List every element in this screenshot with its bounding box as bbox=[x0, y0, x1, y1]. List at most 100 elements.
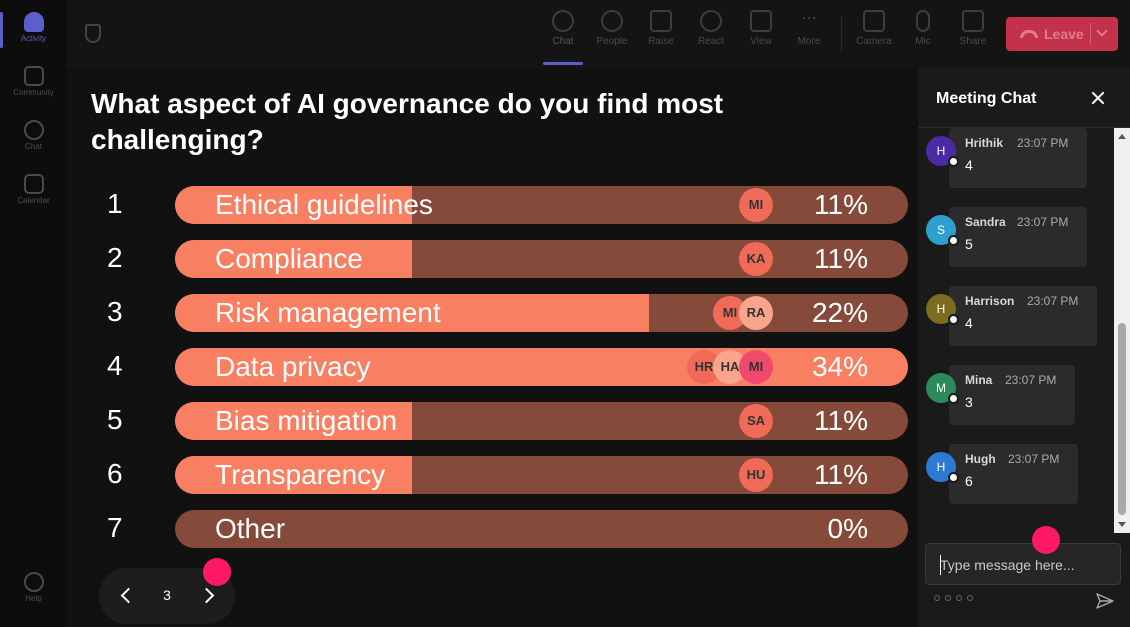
message-text: 5 bbox=[965, 236, 973, 252]
rail-item-label: Calendar bbox=[17, 196, 50, 205]
chat-title: Meeting Chat bbox=[936, 90, 1037, 107]
option-percent: 22% bbox=[811, 297, 868, 328]
toolbar-mic-button[interactable]: Mic bbox=[901, 10, 945, 47]
gif-icon[interactable] bbox=[967, 595, 973, 601]
smile-icon bbox=[700, 10, 722, 32]
app-rail: Activity Community Chat Calendar Help bbox=[0, 0, 67, 627]
chat-bubble-icon bbox=[23, 120, 44, 140]
presence-status-icon bbox=[948, 472, 959, 483]
option-number: 4 bbox=[107, 350, 123, 381]
message-time: 23:07 PM bbox=[1017, 136, 1069, 150]
option-bar-fill bbox=[175, 348, 908, 386]
presence-status-icon bbox=[948, 235, 959, 246]
text-caret bbox=[940, 555, 941, 575]
message-bubble: Hugh 23:07 PM 6 bbox=[949, 444, 1078, 504]
option-label: Risk management bbox=[215, 297, 441, 328]
option-bar: Compliance KA 11% bbox=[175, 240, 908, 278]
rail-item-activity[interactable]: Activity bbox=[4, 12, 63, 43]
attach-icon[interactable] bbox=[945, 595, 951, 601]
toolbar-chat-button[interactable]: Chat bbox=[541, 10, 585, 47]
option-number: 7 bbox=[107, 512, 123, 543]
rail-item-chat[interactable]: Chat bbox=[4, 120, 63, 151]
rail-item-help[interactable]: Help bbox=[4, 572, 63, 603]
sender-name: Harrison bbox=[965, 294, 1015, 308]
message-bubble: Mina 23:07 PM 3 bbox=[949, 365, 1075, 425]
option-label: Transparency bbox=[215, 459, 386, 490]
chat-message-list[interactable]: Hrithik 23:07 PM 4 H Sandra 23:07 PM 5 S… bbox=[918, 128, 1114, 533]
rail-item-calendar[interactable]: Calendar bbox=[4, 174, 63, 205]
toolbar-more-button[interactable]: ⋯ More bbox=[787, 10, 831, 47]
message-bubble: Harrison 23:07 PM 4 bbox=[949, 286, 1097, 346]
hand-icon bbox=[650, 10, 672, 32]
format-icon[interactable] bbox=[934, 595, 940, 601]
voter-avatar: MI bbox=[739, 188, 773, 222]
toolbar-people-button[interactable]: People bbox=[590, 10, 634, 47]
people-icon bbox=[601, 10, 623, 32]
toolbar-label: Camera bbox=[856, 36, 892, 47]
help-icon bbox=[23, 572, 44, 592]
rail-item-label: Help bbox=[25, 594, 42, 603]
toolbar-label: React bbox=[697, 36, 725, 47]
option-number: 6 bbox=[107, 458, 123, 489]
option-number: 1 bbox=[107, 188, 123, 219]
poll-question: What aspect of AI governance do you find… bbox=[91, 88, 724, 155]
close-icon[interactable] bbox=[1090, 90, 1106, 106]
poll-option: 4 Data privacy HR HA MI 34% bbox=[67, 348, 918, 386]
scroll-down-arrow-icon[interactable] bbox=[1118, 522, 1126, 527]
meeting-chat-panel: Meeting Chat Hrithik 23:07 PM 4 H Sandra… bbox=[918, 68, 1130, 627]
leave-button[interactable]: Leave bbox=[1006, 17, 1118, 51]
more-icon: ⋯ bbox=[801, 10, 817, 27]
presence-status-icon bbox=[948, 393, 959, 404]
message-time: 23:07 PM bbox=[1005, 373, 1057, 387]
toolbar-label: Raise bbox=[648, 36, 674, 47]
option-bar: Other 0% bbox=[175, 510, 908, 548]
message-time: 23:07 PM bbox=[1008, 452, 1060, 466]
scroll-thumb[interactable] bbox=[1118, 323, 1126, 515]
emoji-icon[interactable] bbox=[956, 595, 962, 601]
rail-item-community[interactable]: Community bbox=[4, 66, 63, 97]
rail-item-label: Activity bbox=[20, 34, 47, 43]
chevron-right-icon[interactable] bbox=[198, 587, 215, 604]
toolbar-react-button[interactable]: React bbox=[689, 10, 733, 47]
share-icon bbox=[962, 10, 984, 32]
poll-option: 6 Transparency HU 11% bbox=[67, 456, 918, 494]
toolbar-view-button[interactable]: View bbox=[739, 10, 783, 47]
message-text: 3 bbox=[965, 394, 973, 410]
option-number: 5 bbox=[107, 404, 123, 435]
camera-icon bbox=[863, 10, 885, 32]
scroll-up-arrow-icon[interactable] bbox=[1118, 134, 1126, 139]
message-text: 4 bbox=[965, 315, 973, 331]
active-tab-indicator bbox=[543, 62, 583, 65]
voter-avatar: HU bbox=[739, 458, 773, 492]
option-bar: Ethical guidelines MI 11% bbox=[175, 186, 908, 224]
sender-name: Hrithik bbox=[965, 136, 1004, 150]
toolbar-camera-button[interactable]: Camera bbox=[852, 10, 896, 47]
toolbar-share-button[interactable]: Share bbox=[951, 10, 995, 47]
message-input[interactable] bbox=[940, 555, 1110, 575]
option-bar-fill bbox=[175, 294, 650, 332]
rail-active-indicator bbox=[0, 12, 3, 48]
chevron-left-icon[interactable] bbox=[120, 587, 137, 604]
voter-avatars: MI RA bbox=[713, 296, 773, 330]
option-percent: 11% bbox=[814, 189, 868, 220]
message-time: 23:07 PM bbox=[1017, 215, 1069, 229]
option-bar: Risk management MI RA 22% bbox=[175, 294, 908, 332]
voter-avatars: SA bbox=[739, 404, 773, 438]
option-number: 3 bbox=[107, 296, 123, 327]
voter-avatar: HA bbox=[713, 350, 747, 384]
chevron-down-icon[interactable] bbox=[1096, 25, 1108, 37]
send-icon[interactable] bbox=[1096, 593, 1114, 609]
toolbar-raise-button[interactable]: Raise bbox=[639, 10, 683, 47]
option-label: Data privacy bbox=[215, 351, 371, 382]
chat-icon bbox=[552, 10, 574, 32]
chat-scrollbar[interactable] bbox=[1114, 128, 1130, 533]
message-compose-box[interactable] bbox=[925, 543, 1121, 585]
toolbar-label: View bbox=[750, 36, 772, 47]
message-text: 4 bbox=[965, 157, 973, 173]
toolbar-label: Share bbox=[959, 36, 987, 47]
option-bar: Transparency HU 11% bbox=[175, 456, 908, 494]
option-label: Ethical guidelines bbox=[215, 189, 433, 220]
poll-option: 2 Compliance KA 11% bbox=[67, 240, 918, 278]
option-bar: Data privacy HR HA MI 34% bbox=[175, 348, 908, 386]
option-bar-fill bbox=[175, 402, 413, 440]
